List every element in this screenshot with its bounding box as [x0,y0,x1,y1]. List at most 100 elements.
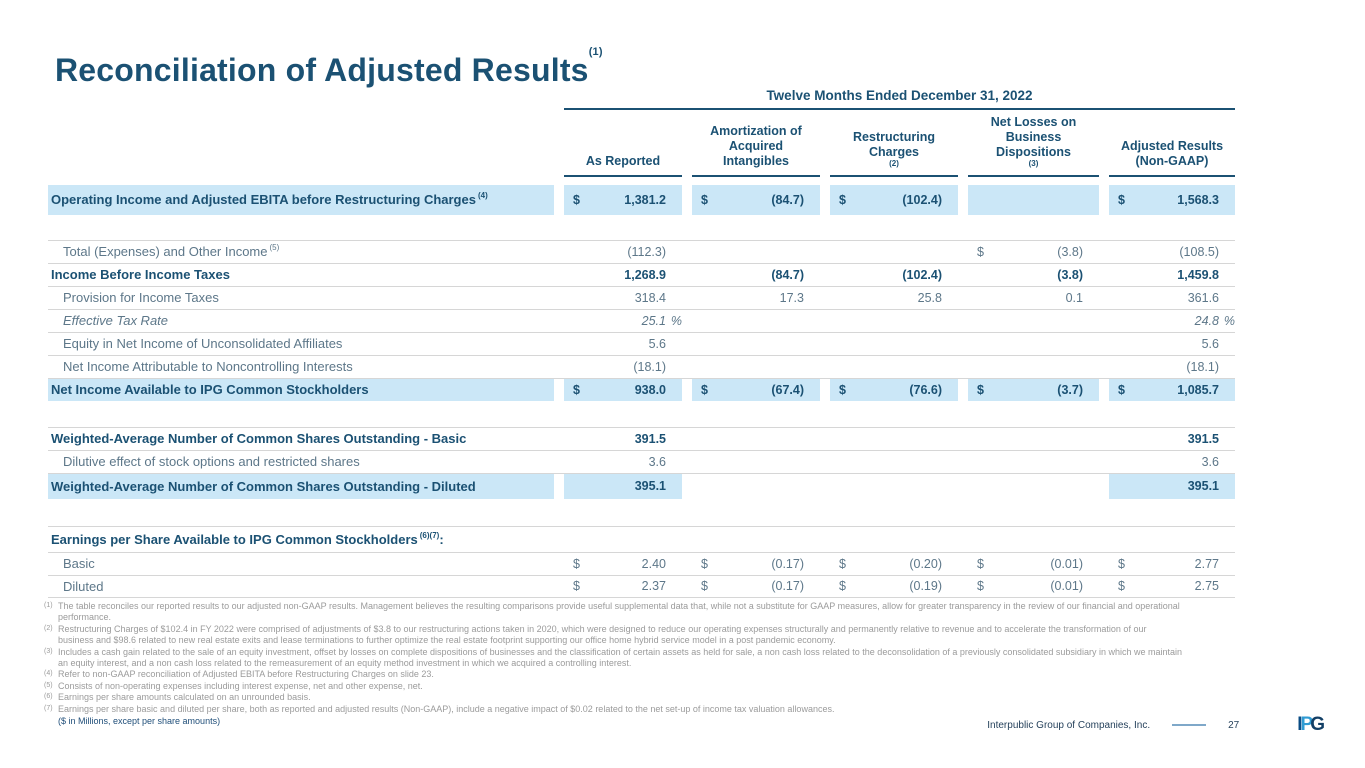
value-cell [830,333,958,355]
value-cell: (102.4) [902,267,942,282]
value-cell: $ (67.4) [692,378,820,401]
footnote: (3) Includes a cash gain related to the s… [44,647,1184,670]
value-cell: 5.6 [648,336,666,351]
footnote: (1) The table reconciles our reported res… [44,601,1184,624]
table-row: Effective Tax Rate 25.1% 24.8% [48,308,1235,332]
value-cell [968,527,1099,552]
footnote-ref: (7) [44,704,53,712]
row-label: Net Income Attributable to Noncontrollin… [63,359,353,375]
value-cell: 395.1 [564,473,682,499]
table-row: Weighted-Average Number of Common Shares… [48,426,1235,450]
row-label: Net Income Available to IPG Common Stock… [48,378,554,401]
ipg-logo: IPG [1297,714,1325,736]
row-spacer [48,401,1235,427]
value-cell: $ (3.8) [977,244,1083,259]
value-cell [968,474,1099,499]
column-header: Restructuring Charges (2) [830,115,958,177]
value-cell [692,474,820,499]
table-row: Dilutive effect of stock options and res… [48,449,1235,473]
value-cell [692,310,820,332]
value-cell [968,356,1099,378]
column-header-spacer [48,115,554,177]
value-cell [692,241,820,263]
value-cell: 24.8% [1194,313,1235,328]
value-cell [564,527,682,552]
footnote-ref: (3) [44,647,53,655]
title-footnote-ref: (1) [588,46,603,59]
value-cell: 361.6 [1187,290,1219,305]
value-cell: (18.1) [1186,359,1219,374]
table-row: Net Income Attributable to Noncontrollin… [48,354,1235,378]
table-body: Operating Income and Adjusted EBITA befo… [48,184,1235,598]
column-header: Net Losses on Business Dispositions (3) [968,115,1099,177]
value-cell: 1,459.8 [1177,267,1219,282]
value-cell: $1,085.7 [1109,378,1235,401]
reconciliation-table: Twelve Months Ended December 31, 2022 As… [48,88,1235,598]
value-cell: $ (76.6) [830,378,958,401]
value-cell: (18.1) [633,359,666,374]
row-label: Operating Income and Adjusted EBITA befo… [48,184,554,215]
footnote-ref: (2) [44,624,53,632]
value-cell [692,333,820,355]
footnote-text: Earnings per share basic and diluted per… [58,703,835,714]
table-row: Operating Income and Adjusted EBITA befo… [48,184,1235,215]
row-label: Dilutive effect of stock options and res… [63,454,360,470]
row-label: Earnings per Share Available to IPG Comm… [51,530,444,547]
value-cell [692,356,820,378]
value-cell: $2.40 [573,556,666,571]
value-cell [968,310,1099,332]
footnote-ref: (4) [44,670,53,678]
row-label: Equity in Net Income of Unconsolidated A… [63,336,343,352]
value-cell [830,527,958,552]
value-cell: 3.6 [648,454,666,469]
value-cell: $ (84.7) [692,184,820,215]
column-header: As Reported [564,115,682,177]
value-cell: 3.6 [1201,454,1219,469]
footer-divider [1172,724,1207,726]
ipg-logo-letter: I [1297,714,1302,735]
value-cell: (3.8) [1057,267,1083,282]
row-label: Weighted-Average Number of Common Shares… [48,473,554,499]
value-cell: $ (0.17) [701,579,804,594]
table-row: Diluted $2.37 $ (0.17) $ (0.19) $ (0.01) $2.75 [48,574,1235,598]
ipg-logo-letter: P [1300,714,1314,735]
value-cell [830,356,958,378]
row-label: Weighted-Average Number of Common Shares… [51,431,467,447]
units-note: ($ in Millions, except per share amounts… [58,716,221,726]
table-row: Equity in Net Income of Unconsolidated A… [48,331,1235,355]
row-label: Effective Tax Rate [63,313,169,329]
row-label: Income Before Income Taxes [51,267,230,283]
value-cell [830,310,958,332]
value-cell: $938.0 [564,378,682,401]
value-cell: 25.1% [641,313,682,328]
company-name: Interpublic Group of Companies, Inc. [987,719,1151,731]
footnote-ref: (5) [44,681,53,689]
footnote-text: Consists of non-operating expenses inclu… [58,680,423,691]
value-cell: 0.1 [1065,290,1083,305]
footnote-ref: (6) [44,693,53,701]
value-cell: $ (3.7) [968,378,1099,401]
footnote: (4) Refer to non-GAAP reconciliation of A… [44,669,1184,680]
value-cell [830,428,958,450]
value-cell: 17.3 [779,290,804,305]
table-row: Net Income Available to IPG Common Stock… [48,377,1235,401]
value-cell: $2.37 [573,579,666,594]
row-label: Basic [63,556,95,572]
footnotes: (1) The table reconciles our reported res… [44,601,1184,715]
table-row: Basic $2.40 $ (0.17) $ (0.20) $ (0.01) $2.77 [48,551,1235,575]
value-cell [968,428,1099,450]
row-spacer [48,215,1235,240]
footnote: (7) Earnings per share basic and diluted … [44,704,1184,715]
period-header-row: Twelve Months Ended December 31, 2022 [48,88,1235,110]
value-cell: 1,268.9 [624,267,666,282]
value-cell: (108.5) [1179,244,1219,259]
page-title: Reconciliation of Adjusted Results(1) [55,46,603,89]
value-cell: $1,381.2 [564,184,682,215]
table-row: Total (Expenses) and Other Income (5) (112… [48,239,1235,263]
value-cell: (84.7) [771,267,804,282]
value-cell [830,474,958,499]
row-spacer [48,499,1235,526]
footer: Interpublic Group of Companies, Inc. 27 … [0,714,1325,736]
value-cell [692,428,820,450]
footnote: (6) Earnings per share amounts calculated… [44,692,1184,703]
